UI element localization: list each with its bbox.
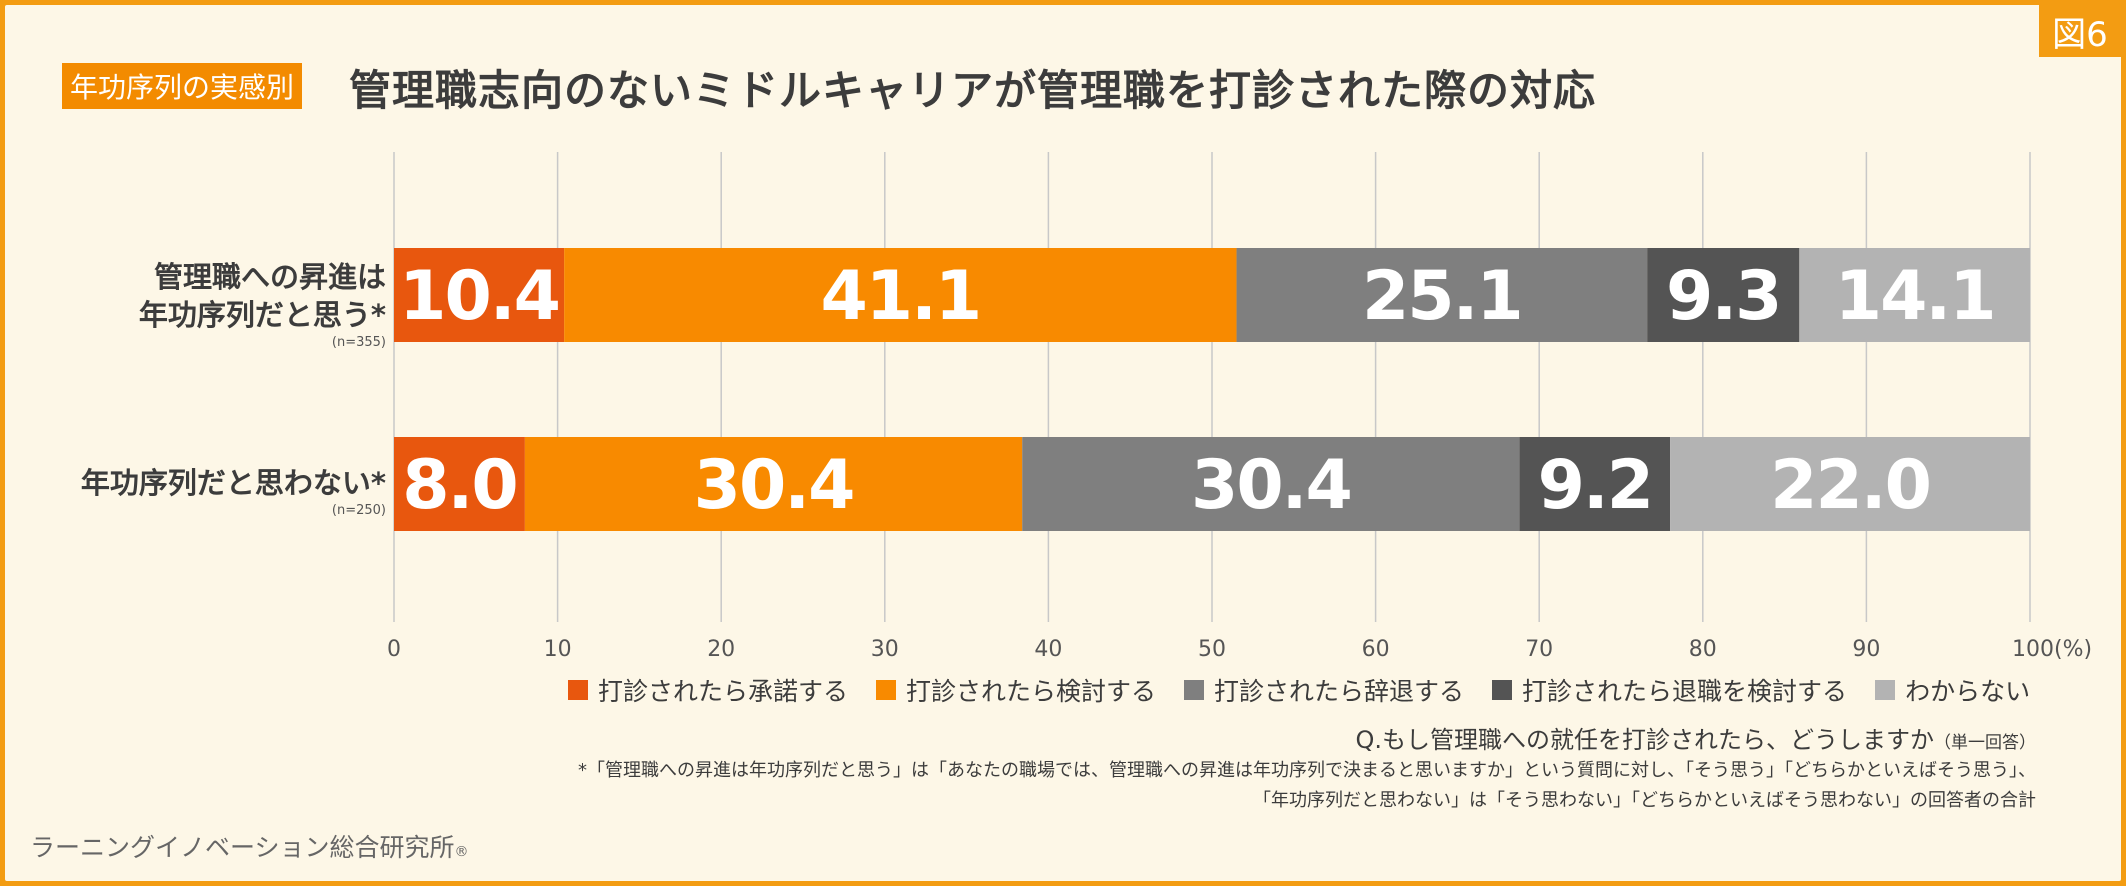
x-tick-label-3: 30 [871,637,899,662]
data-label-row2-series4: 9.2 [1538,446,1652,525]
bar-row1-series2 [564,248,1237,342]
x-tick-label-10: 100(%) [2012,637,2092,662]
x-tick-label-2: 20 [707,637,735,662]
bar-row2-series4 [1519,437,1671,531]
data-label-row1-series5: 14.1 [1835,257,1995,336]
legend-label-accept: 打診されたら承諾する [598,677,849,706]
source-credit-text: ラーニングイノベーション総合研究所 [30,833,455,862]
legend-item-accept: 打診されたら承諾する [568,672,848,708]
x-tick-label-9: 90 [1852,637,1880,662]
data-label-row1-series1: 10.4 [399,257,559,336]
x-tick-label-0: 0 [387,637,401,662]
data-label-row2-series3: 30.4 [1191,446,1351,525]
legend-item-consider: 打診されたら検討する [876,672,1156,708]
bar-row2-series5 [1670,437,2030,531]
x-tick-label-5: 50 [1198,637,1226,662]
footnote-line-2: 「年功序列だと思わない」は「そう思わない」「どちらかといえばそう思わない」の回答… [1253,790,2036,811]
footnote: *「管理職への昇進は年功序列だと思う」は「あなたの職場では、管理職への昇進は年功… [578,756,2036,816]
row-1-sample-size: (n=355) [331,335,386,350]
data-label-row1-series4: 9.3 [1666,257,1780,336]
row-2-sample-size: (n=250) [331,503,386,518]
source-credit: ラーニングイノベーション総合研究所® [30,828,469,864]
chart-title: 管理職志向のないミドルキャリアが管理職を打診された際の対応 [349,66,1597,115]
legend-item-decline: 打診されたら辞退する [1184,672,1464,708]
legend-swatch-dont-know [1875,680,1896,700]
legend-swatch-consider [876,680,897,700]
row-label-2: 年功序列だと思わない* (n=250) [81,464,386,520]
legend-label-consider: 打診されたら検討する [906,677,1157,706]
question-text: Q.もし管理職への就任を打診されたら、どうしますか [1355,726,1934,754]
bar-row1-series5 [1799,248,2030,342]
data-label-row2-series2: 30.4 [694,446,854,525]
bar-row2-series1 [394,437,525,531]
bar-row1-series3 [1236,248,1648,342]
data-label-row2-series5: 22.0 [1770,446,1930,525]
footnote-line-1: *「管理職への昇進は年功序列だと思う」は「あなたの職場では、管理職への昇進は年功… [578,760,2036,781]
row-label-1-line1: 管理職への昇進は [153,260,386,294]
legend-swatch-decline [1184,680,1205,700]
legend-label-decline: 打診されたら辞退する [1214,677,1465,706]
figure-number-badge: 図6 [2039,5,2121,57]
x-tick-label-4: 40 [1034,637,1062,662]
data-label-row2-series1: 8.0 [402,446,516,525]
x-tick-label-7: 70 [1525,637,1553,662]
data-label-row1-series3: 25.1 [1362,257,1522,336]
x-tick-label-1: 10 [544,637,572,662]
legend-label-consider-leaving: 打診されたら退職を検討する [1522,677,1848,706]
x-tick-label-6: 60 [1362,637,1390,662]
legend-swatch-accept [568,680,588,700]
bar-row1-series1 [394,248,565,342]
survey-question: Q.もし管理職への就任を打診されたら、どうしますか（単一回答） [1355,720,2036,755]
category-tag: 年功序列の実感別 [62,63,303,109]
row-label-2-line1: 年功序列だと思わない* [80,466,386,500]
legend-item-dont-know: わからない [1875,672,2030,708]
bar-row2-series2 [524,437,1023,531]
data-label-row1-series2: 41.1 [820,257,980,336]
x-tick-label-8: 80 [1689,637,1717,662]
chart-legend: 打診されたら承諾する 打診されたら検討する 打診されたら辞退する 打診されたら退… [568,672,2030,708]
bar-row2-series3 [1022,437,1520,531]
registered-mark: ® [454,844,469,860]
bar-row1-series4 [1647,248,1800,342]
row-label-1: 管理職への昇進は 年功序列だと思う* (n=355) [139,258,386,352]
row-label-1-line2: 年功序列だと思う* [138,298,386,332]
legend-label-dont-know: わからない [1905,677,2031,706]
legend-item-consider-leaving: 打診されたら退職を検討する [1492,672,1847,708]
question-note: （単一回答） [1934,733,2036,753]
legend-swatch-consider-leaving [1492,680,1513,700]
